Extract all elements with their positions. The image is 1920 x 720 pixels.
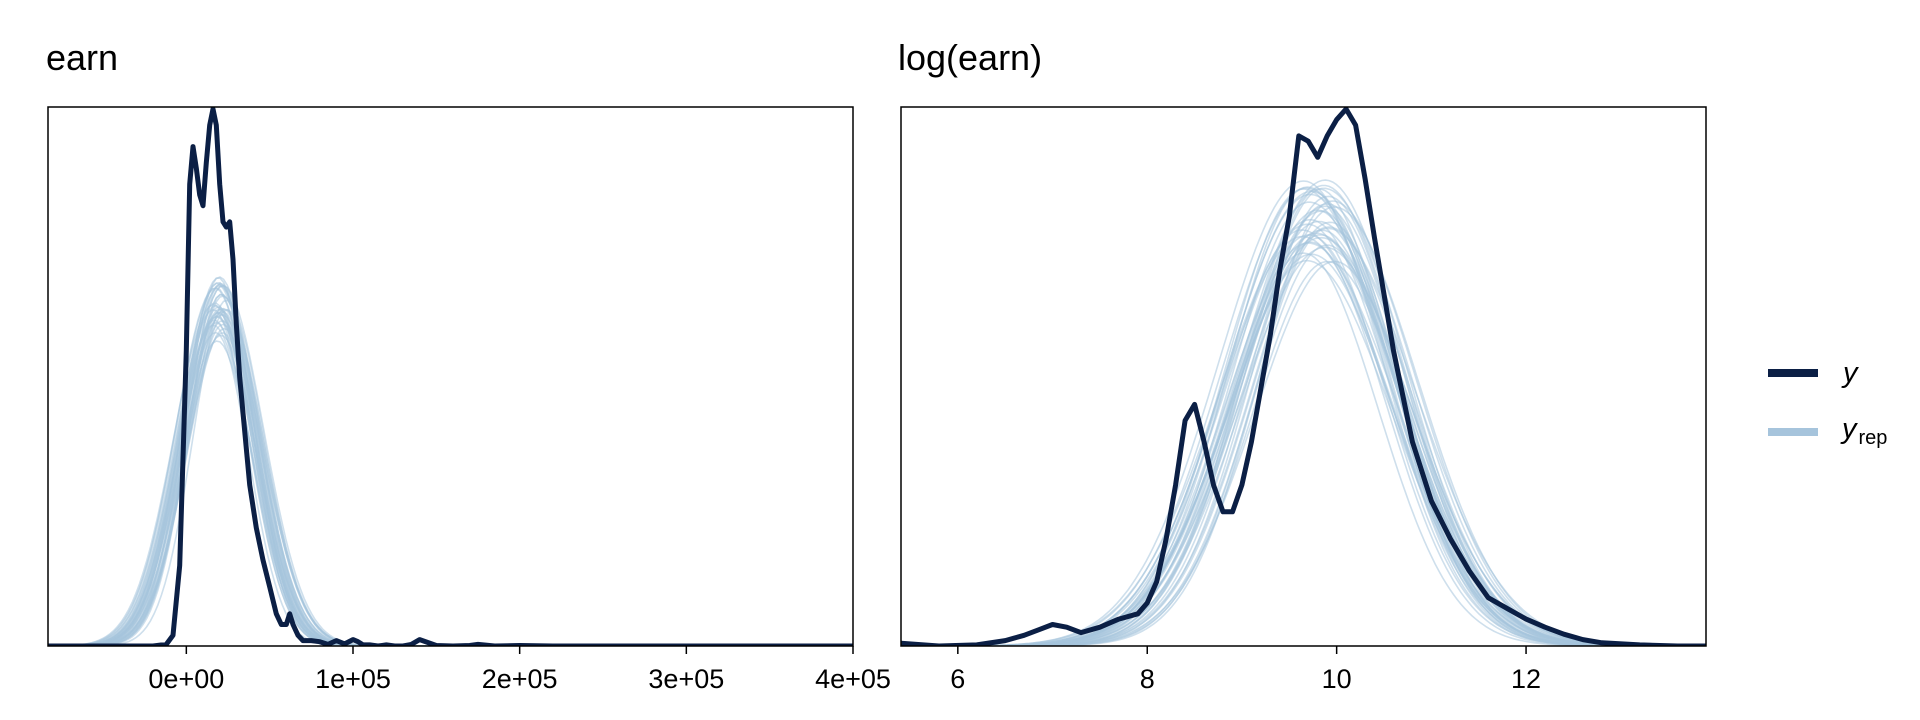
legend: y y rep: [1768, 357, 1887, 449]
yrep-draw-line: [901, 234, 1706, 646]
yrep-draw-line: [901, 218, 1706, 646]
yrep-draw-line: [901, 259, 1706, 646]
x-tick-label: 4e+05: [815, 664, 891, 694]
x-tick-label: 6: [950, 664, 965, 694]
yrep-draw-line: [901, 252, 1706, 646]
yrep-draw-line: [901, 236, 1706, 646]
yrep-draws: [901, 179, 1706, 646]
legend-label-yrep-subscript: rep: [1859, 427, 1888, 449]
x-tick-label: 10: [1322, 664, 1352, 694]
observed-density-line: [48, 107, 853, 646]
x-tick-label: 1e+05: [315, 664, 391, 694]
x-tick-label: 0e+00: [148, 664, 224, 694]
x-tick-label: 12: [1511, 664, 1541, 694]
yrep-draw-line: [48, 303, 853, 646]
yrep-draw-line: [901, 188, 1706, 646]
yrep-draw-line: [901, 193, 1706, 646]
x-tick-label: 3e+05: [648, 664, 724, 694]
yrep-draw-line: [901, 203, 1706, 646]
yrep-draw-line: [901, 260, 1706, 646]
legend-label-yrep: y rep: [1840, 413, 1887, 449]
yrep-draw-line: [901, 234, 1706, 646]
density-curves-log-earn: [901, 107, 1706, 646]
plot-frame-log-earn: [900, 106, 1707, 647]
yrep-draw-line: [901, 188, 1706, 646]
yrep-draw-line: [901, 253, 1706, 646]
yrep-draw-line: [901, 242, 1706, 646]
plot-frame-earn: [47, 106, 854, 647]
legend-label-yrep-main: y: [1840, 413, 1858, 445]
yrep-draw-line: [901, 232, 1706, 646]
yrep-draw-line: [901, 187, 1706, 646]
yrep-draw-line: [901, 223, 1706, 646]
yrep-draw-line: [901, 180, 1706, 646]
yrep-draw-line: [901, 205, 1706, 646]
yrep-draw-line: [901, 184, 1706, 646]
yrep-draw-line: [901, 209, 1706, 646]
yrep-draw-line: [901, 235, 1706, 646]
yrep-draw-line: [901, 201, 1706, 646]
yrep-draw-line: [901, 244, 1706, 646]
panel-title-log-earn: log(earn): [898, 37, 1042, 78]
yrep-draw-line: [901, 206, 1706, 646]
legend-label-y: y: [1841, 357, 1859, 389]
x-axis-ticks-earn: 0e+00 1e+05 2e+05 3e+05 4e+05: [148, 646, 891, 694]
observed-density-line: [901, 107, 1706, 646]
x-axis-ticks-log-earn: 6 8 10 12: [950, 646, 1541, 694]
density-curves-earn: [48, 107, 853, 646]
yrep-draw-line: [901, 229, 1706, 646]
yrep-draw-line: [901, 260, 1706, 646]
panel-log-earn: log(earn) 6 8 10 12: [898, 37, 1707, 694]
x-tick-label: 8: [1140, 664, 1155, 694]
yrep-draw-line: [901, 220, 1706, 646]
panel-earn: earn 0e+00 1e+05 2e+05 3e+05 4e+05: [46, 37, 891, 694]
yrep-draw-line: [901, 229, 1706, 646]
yrep-draw-line: [901, 221, 1706, 646]
yrep-draw-line: [901, 246, 1706, 646]
panel-title-earn: earn: [46, 37, 118, 78]
yrep-draw-line: [901, 210, 1706, 646]
yrep-draw-line: [901, 241, 1706, 646]
yrep-draws: [48, 276, 853, 646]
x-tick-label: 2e+05: [482, 664, 558, 694]
yrep-draw-line: [901, 200, 1706, 646]
